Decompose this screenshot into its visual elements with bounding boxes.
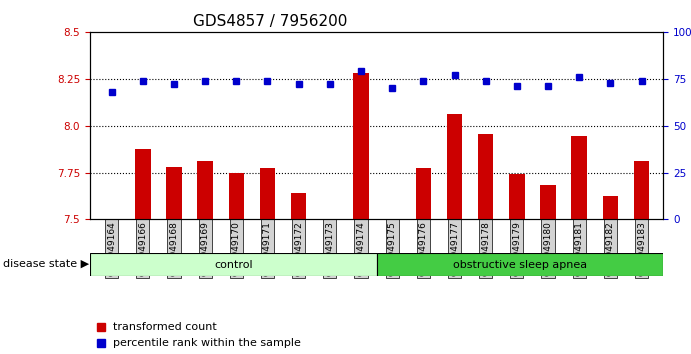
Bar: [229, 173, 244, 219]
Text: GDS4857 / 7956200: GDS4857 / 7956200: [193, 14, 348, 29]
Bar: [415, 168, 431, 219]
Text: obstructive sleep apnea: obstructive sleep apnea: [453, 259, 587, 270]
Bar: [603, 196, 618, 219]
Text: percentile rank within the sample: percentile rank within the sample: [113, 338, 301, 348]
Bar: [291, 193, 307, 219]
Bar: [353, 73, 369, 219]
FancyBboxPatch shape: [90, 253, 377, 276]
Bar: [571, 136, 587, 219]
Bar: [478, 134, 493, 219]
Bar: [509, 175, 524, 219]
Bar: [384, 218, 400, 219]
Bar: [260, 168, 275, 219]
Bar: [167, 167, 182, 219]
Text: transformed count: transformed count: [113, 322, 216, 332]
Text: disease state ▶: disease state ▶: [3, 259, 90, 269]
Bar: [446, 114, 462, 219]
Bar: [198, 161, 213, 219]
Bar: [135, 149, 151, 219]
Bar: [322, 218, 338, 219]
FancyBboxPatch shape: [377, 253, 663, 276]
Bar: [634, 161, 650, 219]
Bar: [540, 185, 556, 219]
Text: control: control: [214, 259, 252, 270]
